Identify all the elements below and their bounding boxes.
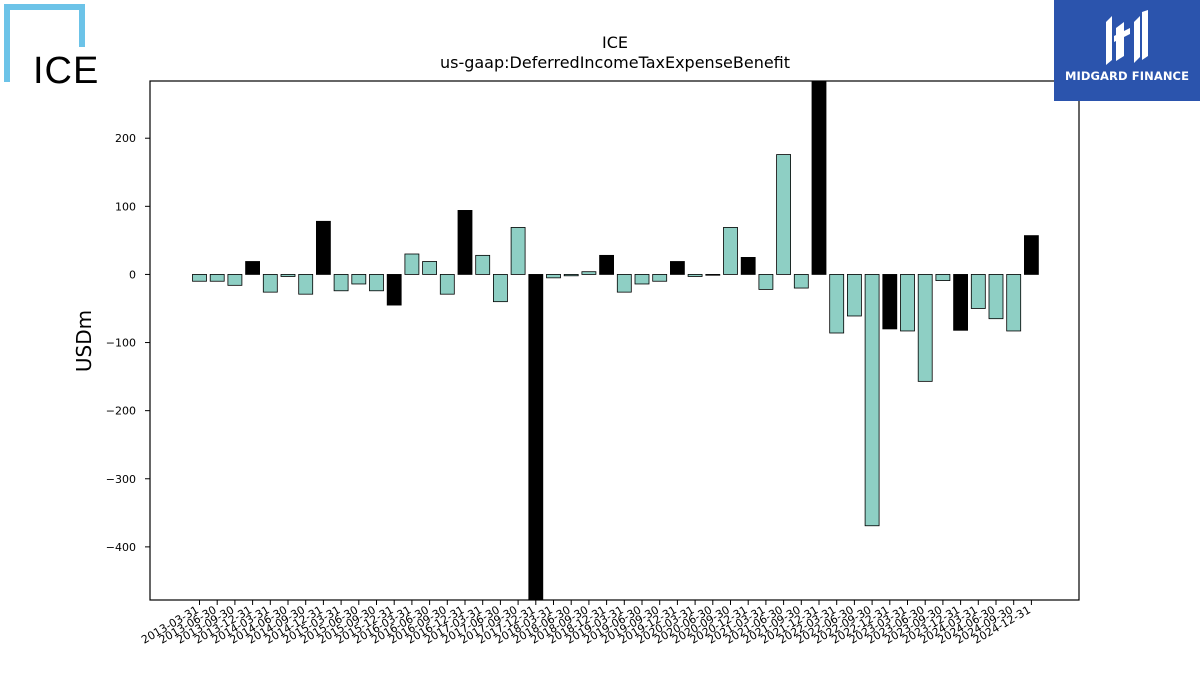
bar-2018-12-31: [599, 254, 614, 275]
bar-2016-12-31: [457, 210, 473, 275]
bar-2013-09-30: [227, 274, 243, 286]
bar-2015-03-31: [333, 274, 349, 292]
ice-logo-bracket: [4, 4, 85, 82]
bar-2021-12-31: [811, 80, 827, 275]
bar-2016-03-31: [404, 253, 420, 275]
bar-2014-12-31: [315, 220, 331, 275]
bar-2020-12-31: [740, 257, 756, 275]
bar-2019-12-31: [670, 261, 685, 275]
bar-2019-03-31: [616, 274, 632, 293]
bar-2016-06-30: [422, 261, 438, 275]
bar-2015-09-30: [369, 274, 384, 292]
bar-2018-09-30: [581, 271, 597, 275]
ice-logo: ICE: [0, 0, 100, 95]
bar-2013-12-31: [245, 261, 261, 275]
bar-2015-12-31: [386, 274, 402, 306]
midgard-logo-mark: [1106, 10, 1148, 65]
bar-2024-09-30: [1006, 274, 1022, 332]
bar-2013-03-31: [192, 274, 207, 282]
midgard-finance-text: MIDGARD FINANCE: [1064, 69, 1190, 83]
bar-2018-06-30: [563, 274, 579, 277]
bar-2022-12-31: [882, 274, 898, 330]
bar-2020-09-30: [723, 227, 738, 275]
bar-2019-06-30: [634, 274, 650, 285]
bar-2017-12-31: [528, 274, 544, 601]
bar-2024-12-31: [1024, 235, 1039, 275]
y-tick-label: −400: [106, 541, 136, 554]
bar-2021-06-30: [776, 154, 791, 275]
bar-2022-09-30: [864, 274, 880, 527]
bar-2022-06-30: [847, 274, 862, 317]
bars-group: [192, 80, 1039, 601]
y-tick-label: −200: [106, 405, 136, 418]
bar-2014-09-30: [298, 274, 314, 295]
y-tick-label: 200: [115, 132, 136, 145]
bar-2023-09-30: [935, 274, 951, 281]
bar-2017-06-30: [492, 274, 508, 303]
bar-2017-03-31: [475, 254, 491, 275]
y-tick-label: −300: [106, 473, 136, 486]
chart-subtitle: us-gaap:DeferredIncomeTaxExpenseBenefit: [439, 53, 791, 72]
midgard-finance-logo: MIDGARD FINANCE: [1054, 0, 1200, 101]
bar-2024-03-31: [970, 274, 986, 309]
bar-2022-03-31: [829, 274, 845, 334]
bar-2014-06-30: [280, 274, 296, 277]
y-tick-label: 0: [129, 268, 136, 281]
bar-2013-06-30: [209, 274, 225, 282]
bar-2020-06-30: [705, 274, 721, 276]
bar-2020-03-31: [687, 274, 703, 277]
bar-2017-09-30: [510, 227, 526, 275]
bar-2021-03-31: [758, 274, 774, 290]
ice-logo-text: ICE: [33, 50, 99, 92]
y-axis-ticks: 200 100 0 −100 −200 −300 −400: [106, 132, 150, 554]
bar-2023-12-31: [953, 274, 968, 331]
bar-2019-09-30: [652, 274, 668, 282]
bar-2015-06-30: [351, 274, 367, 285]
bar-2014-03-31: [262, 274, 278, 293]
bar-2018-03-31: [546, 274, 561, 279]
y-tick-label: −100: [106, 337, 136, 350]
y-tick-label: 100: [115, 200, 136, 213]
y-axis-label: USDm: [72, 309, 96, 373]
bar-2021-09-30: [793, 274, 809, 289]
plot-frame: [149, 80, 1080, 601]
x-axis-ticks: 2013-03-312013-06-302013-09-302013-12-31…: [139, 600, 1033, 647]
bar-2023-06-30: [917, 274, 933, 382]
bar-2024-06-30: [988, 274, 1004, 320]
bar-2023-03-31: [900, 274, 915, 332]
bar-2016-09-30: [439, 274, 455, 295]
chart-title: ICE: [602, 33, 628, 52]
